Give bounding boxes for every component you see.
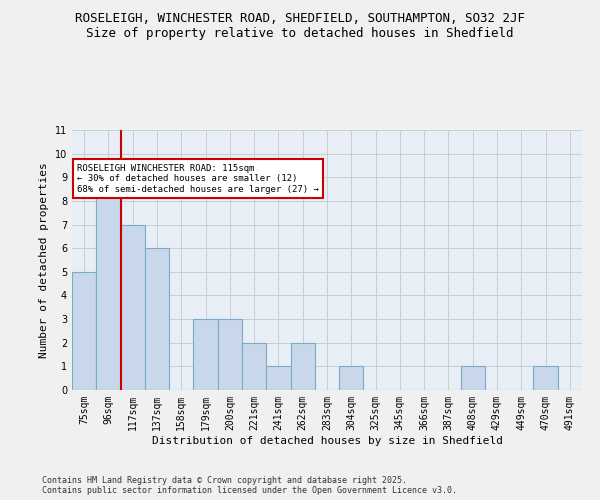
Bar — [266, 366, 290, 390]
Bar — [533, 366, 558, 390]
Text: ROSELEIGH, WINCHESTER ROAD, SHEDFIELD, SOUTHAMPTON, SO32 2JF: ROSELEIGH, WINCHESTER ROAD, SHEDFIELD, S… — [75, 12, 525, 26]
Text: Size of property relative to detached houses in Shedfield: Size of property relative to detached ho… — [86, 28, 514, 40]
Bar — [193, 319, 218, 390]
Bar — [339, 366, 364, 390]
Bar — [121, 224, 145, 390]
Bar — [461, 366, 485, 390]
Bar — [96, 178, 121, 390]
Bar — [72, 272, 96, 390]
Text: ROSELEIGH WINCHESTER ROAD: 115sqm
← 30% of detached houses are smaller (12)
68% : ROSELEIGH WINCHESTER ROAD: 115sqm ← 30% … — [77, 164, 319, 194]
Y-axis label: Number of detached properties: Number of detached properties — [40, 162, 49, 358]
Bar — [290, 342, 315, 390]
Bar — [145, 248, 169, 390]
X-axis label: Distribution of detached houses by size in Shedfield: Distribution of detached houses by size … — [151, 436, 503, 446]
Bar — [218, 319, 242, 390]
Text: Contains HM Land Registry data © Crown copyright and database right 2025.
Contai: Contains HM Land Registry data © Crown c… — [42, 476, 457, 495]
Bar — [242, 342, 266, 390]
